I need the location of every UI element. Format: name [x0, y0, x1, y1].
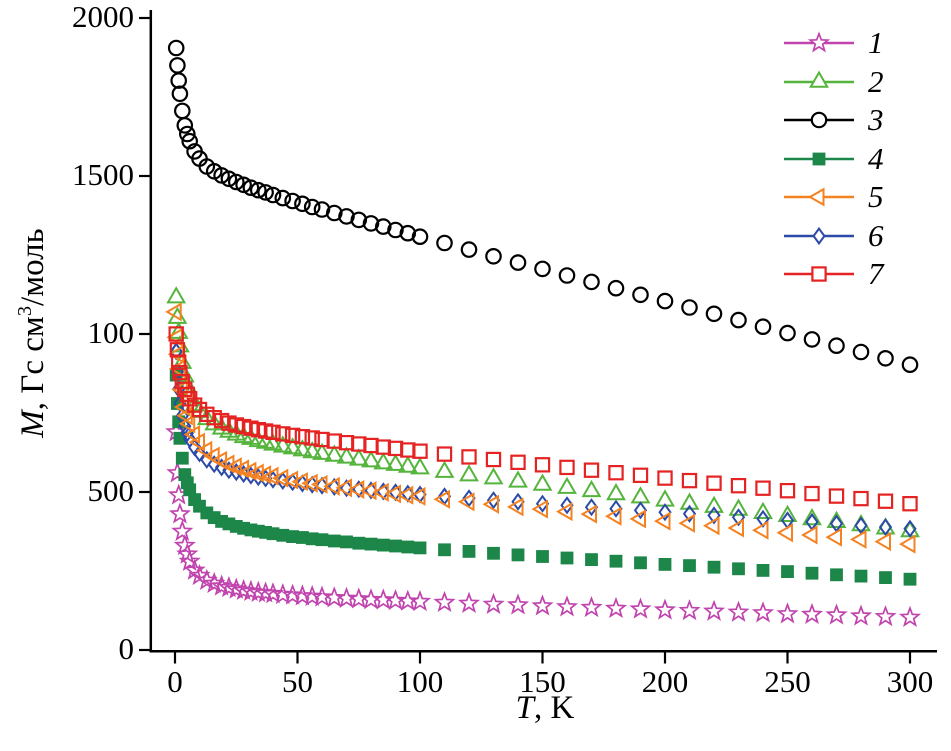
star-legend-icon — [784, 31, 854, 53]
legend-item-5: 5 — [782, 178, 884, 217]
triangle-left-legend-icon — [784, 187, 854, 207]
square-legend-icon — [784, 266, 854, 282]
circle-legend-icon — [784, 111, 854, 129]
x-title-units: , K — [534, 690, 575, 726]
legend-item-4: 4 — [782, 140, 884, 179]
legend-label: 3 — [868, 102, 884, 138]
diamond-legend-icon — [784, 226, 854, 245]
x-title-symbol: T — [515, 690, 534, 726]
series-7-points — [168, 326, 918, 512]
legend-label: 2 — [868, 63, 884, 99]
y-title-units: , Гс см — [15, 316, 51, 411]
y-title-symbol: M — [15, 410, 51, 438]
square-legend-icon — [784, 152, 854, 166]
x-axis-title: T, K — [425, 690, 665, 727]
series-4-points — [169, 368, 917, 586]
legend-item-1: 1 — [782, 24, 884, 63]
legend-item-2: 2 — [782, 63, 884, 102]
series-5-points — [165, 302, 916, 554]
y-title-units-end: /моль — [15, 228, 51, 306]
legend-label: 7 — [868, 256, 884, 292]
legend-label: 6 — [868, 217, 884, 253]
y-title-superscript: 3 — [14, 305, 36, 317]
triangle-up-legend-icon — [784, 70, 854, 88]
legend-label: 1 — [868, 25, 884, 61]
series-1-points — [165, 420, 922, 627]
legend-label: 4 — [868, 140, 884, 176]
series-3-points — [167, 39, 919, 373]
y-axis-title: M, Гс см3/моль — [14, 117, 58, 549]
legend-item-7: 7 — [782, 255, 884, 294]
legend-item-3: 3 — [782, 101, 884, 140]
legend-label: 5 — [868, 179, 884, 215]
legend-item-6: 6 — [782, 217, 884, 256]
